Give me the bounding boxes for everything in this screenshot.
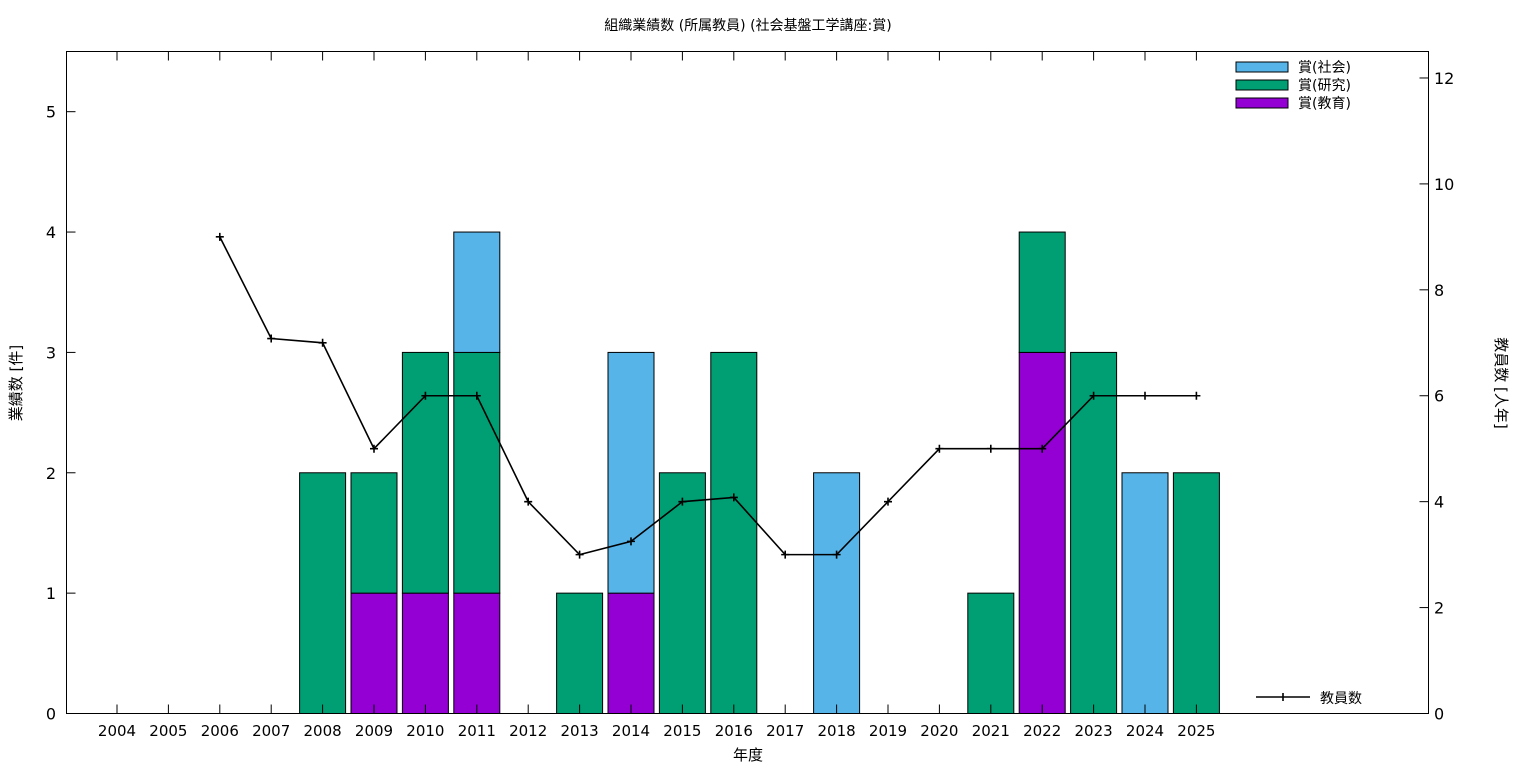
bar-2011-series-1 [453, 351, 501, 594]
line-point-2011 [472, 391, 481, 400]
x-tick-label: 2021 [972, 722, 1010, 740]
bar-2014-series-0 [607, 592, 655, 714]
line-point-2021 [986, 444, 995, 453]
line-point-2020 [935, 444, 944, 453]
y-tick-label: 0 [46, 705, 56, 724]
x-tick-label: 2009 [355, 722, 393, 740]
x-axis-label: 年度 [733, 746, 763, 764]
bar-2018-series-2 [813, 472, 861, 715]
x-tick-label: 2022 [1023, 722, 1061, 740]
legend-swatch-1 [1235, 79, 1289, 91]
x-tick-label: 2017 [766, 722, 804, 740]
bar-2022-series-0 [1018, 351, 1066, 714]
x-tick-label: 2008 [304, 722, 342, 740]
line-point-2019 [884, 497, 892, 506]
x-tick-label: 2018 [818, 722, 856, 740]
line-series-path [219, 236, 1197, 556]
x-tick-label: 2011 [458, 722, 496, 740]
line-point-2018 [832, 550, 841, 559]
line-point-2024 [1141, 391, 1149, 400]
line-point-2012 [524, 497, 533, 506]
bar-2009-series-0 [350, 592, 398, 714]
y-tick-label: 3 [46, 343, 56, 362]
line-legend-label: 教員数 [1320, 691, 1362, 707]
y2-tick-label: 0 [1434, 705, 1444, 724]
bars-layer [299, 231, 1220, 715]
line-point-2013 [575, 550, 584, 559]
bar-2015-series-1 [658, 472, 706, 715]
line-point-2010 [421, 391, 430, 400]
y-tick-label: 4 [46, 223, 56, 242]
line-point-2015 [678, 497, 687, 506]
legend-label-2: 賞(教育) [1298, 96, 1351, 112]
y2-tick-label: 12 [1434, 69, 1454, 88]
x-tick-label: 2015 [663, 722, 701, 740]
x-tick-label: 2005 [149, 722, 187, 740]
x-tick-label: 2013 [561, 722, 599, 740]
line-point-2006 [215, 232, 224, 241]
line-layer [215, 232, 1201, 559]
x-tick-label: 2014 [612, 722, 650, 740]
line-legend: 教員数 [1256, 691, 1362, 707]
bar-2013-series-1 [556, 592, 604, 714]
x-tick-label: 2004 [98, 722, 136, 740]
y2-tick-label: 4 [1434, 493, 1444, 512]
plot-frame [66, 51, 1429, 714]
x-tick-label: 2016 [715, 722, 753, 740]
line-point-2014 [627, 537, 635, 546]
legend: 賞(社会) 賞(研究) 賞(教育) [1235, 60, 1351, 112]
x-tick-label: 2024 [1126, 722, 1164, 740]
x-tick-label: 2023 [1075, 722, 1113, 740]
bar-2025-series-1 [1172, 472, 1220, 715]
bar-2011-series-0 [453, 592, 501, 714]
y2-tick-label: 8 [1434, 281, 1444, 300]
y-tick-label: 2 [46, 464, 56, 483]
bar-2021-series-1 [967, 592, 1015, 714]
y2-tick-label: 6 [1434, 387, 1444, 406]
y2-axis-label: 教員数 [人年] [1492, 337, 1510, 428]
bar-2022-series-1 [1018, 231, 1066, 353]
bar-2024-series-2 [1121, 472, 1169, 715]
line-point-2022 [1038, 444, 1047, 453]
y-tick-label: 1 [46, 584, 56, 603]
y2-tick-label: 10 [1434, 175, 1454, 194]
bar-2023-series-1 [1070, 351, 1118, 714]
legend-label-0: 賞(社会) [1298, 60, 1351, 76]
legend-swatch-2 [1235, 97, 1289, 109]
legend-swatch-0 [1235, 61, 1289, 73]
line-point-2023 [1089, 391, 1098, 400]
bar-2011-series-2 [453, 231, 501, 353]
bar-2010-series-1 [401, 351, 449, 594]
x-tick-label: 2019 [869, 722, 907, 740]
x-tick-label: 2020 [920, 722, 958, 740]
y-axis-label: 業績数 [件] [7, 345, 25, 421]
y-tick-label: 5 [46, 103, 56, 122]
bar-2010-series-0 [401, 592, 449, 714]
y2-tick-label: 2 [1434, 599, 1444, 618]
x-tick-label: 2025 [1177, 722, 1215, 740]
legend-label-1: 賞(研究) [1298, 78, 1351, 94]
x-tick-label: 2007 [252, 722, 290, 740]
bar-2008-series-1 [299, 472, 347, 715]
bar-2014-series-2 [607, 351, 655, 594]
x-tick-label: 2012 [509, 722, 547, 740]
chart-title: 組織業績数 (所属教員) (社会基盤工学講座:賞) [604, 17, 891, 34]
bar-2016-series-1 [710, 351, 758, 714]
line-point-2008 [318, 338, 327, 347]
line-point-2009 [370, 444, 378, 453]
line-point-2016 [729, 493, 738, 502]
line-point-2017 [781, 550, 790, 559]
bar-2009-series-1 [350, 472, 398, 594]
x-tick-label: 2006 [201, 722, 239, 740]
x-tick-label: 2010 [406, 722, 444, 740]
line-point-2007 [267, 334, 276, 343]
line-point-2025 [1192, 391, 1201, 400]
